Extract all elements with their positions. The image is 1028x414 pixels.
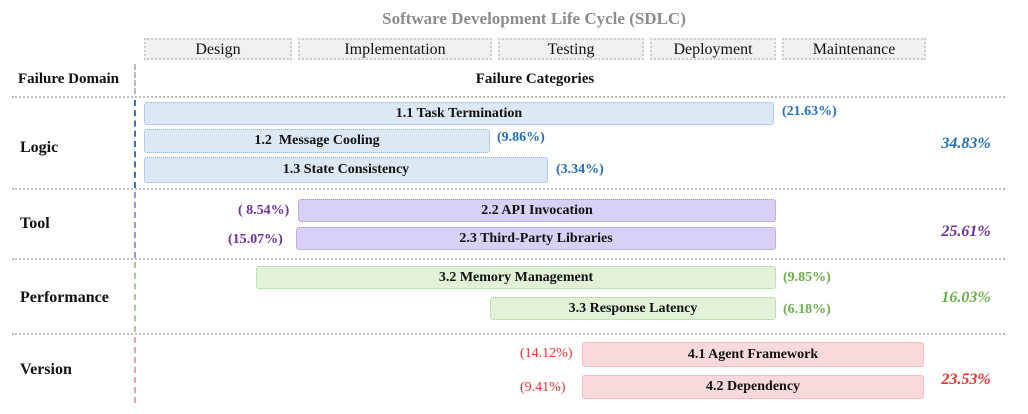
- domain-tool: Tool: [20, 215, 50, 232]
- stage-design: Design: [144, 38, 292, 60]
- category-box: 3.2 Memory Management: [256, 266, 776, 289]
- category-percent: (9.85%): [783, 270, 831, 285]
- category-percent: (9.41%): [520, 380, 566, 395]
- category-percent: (15.07%): [228, 232, 283, 247]
- divider-performance: [134, 262, 136, 332]
- category-box: 1.1 Task Termination: [144, 102, 774, 125]
- diagram-title: Software Development Life Cycle (SDLC): [382, 9, 686, 28]
- category-percent: (14.12%): [520, 346, 573, 361]
- category-box: 2.2 API Invocation: [298, 199, 776, 222]
- domain-logic: Logic: [20, 139, 59, 156]
- stage-deployment: Deployment: [650, 38, 776, 60]
- separator: [12, 188, 1005, 190]
- domain-total: 23.53%: [941, 371, 991, 388]
- failure-domain-header: Failure Domain: [18, 71, 119, 87]
- failure-categories-header: Failure Categories: [475, 71, 595, 87]
- category-percent: ( 8.54%): [238, 203, 290, 218]
- divider-tool: [134, 192, 136, 258]
- stage-maintenance: Maintenance: [782, 38, 926, 60]
- category-percent: (9.86%): [497, 130, 545, 145]
- domain-version: Version: [20, 361, 72, 378]
- domain-performance: Performance: [20, 289, 109, 306]
- separator: [12, 258, 1005, 260]
- category-box: 3.3 Response Latency: [490, 297, 776, 320]
- category-box: 1.2 Message Cooling: [144, 129, 490, 153]
- divider-header: [134, 64, 136, 94]
- domain-total: 25.61%: [941, 223, 991, 240]
- divider-logic: [134, 100, 136, 188]
- category-box: 4.2 Dependency: [582, 375, 924, 399]
- domain-total: 16.03%: [941, 289, 991, 306]
- stage-testing: Testing: [498, 38, 644, 60]
- category-box: 2.3 Third-Party Libraries: [296, 227, 776, 250]
- category-box: 4.1 Agent Framework: [582, 342, 924, 367]
- category-percent: (3.34%): [556, 162, 604, 177]
- domain-total: 34.83%: [941, 135, 991, 152]
- stage-implementation: Implementation: [298, 38, 492, 60]
- category-percent: (6.18%): [783, 302, 831, 317]
- separator: [12, 96, 1005, 98]
- category-box: 1.3 State Consistency: [144, 157, 548, 183]
- separator: [12, 333, 1005, 335]
- category-percent: (21.63%): [782, 104, 837, 119]
- divider-version: [134, 337, 136, 403]
